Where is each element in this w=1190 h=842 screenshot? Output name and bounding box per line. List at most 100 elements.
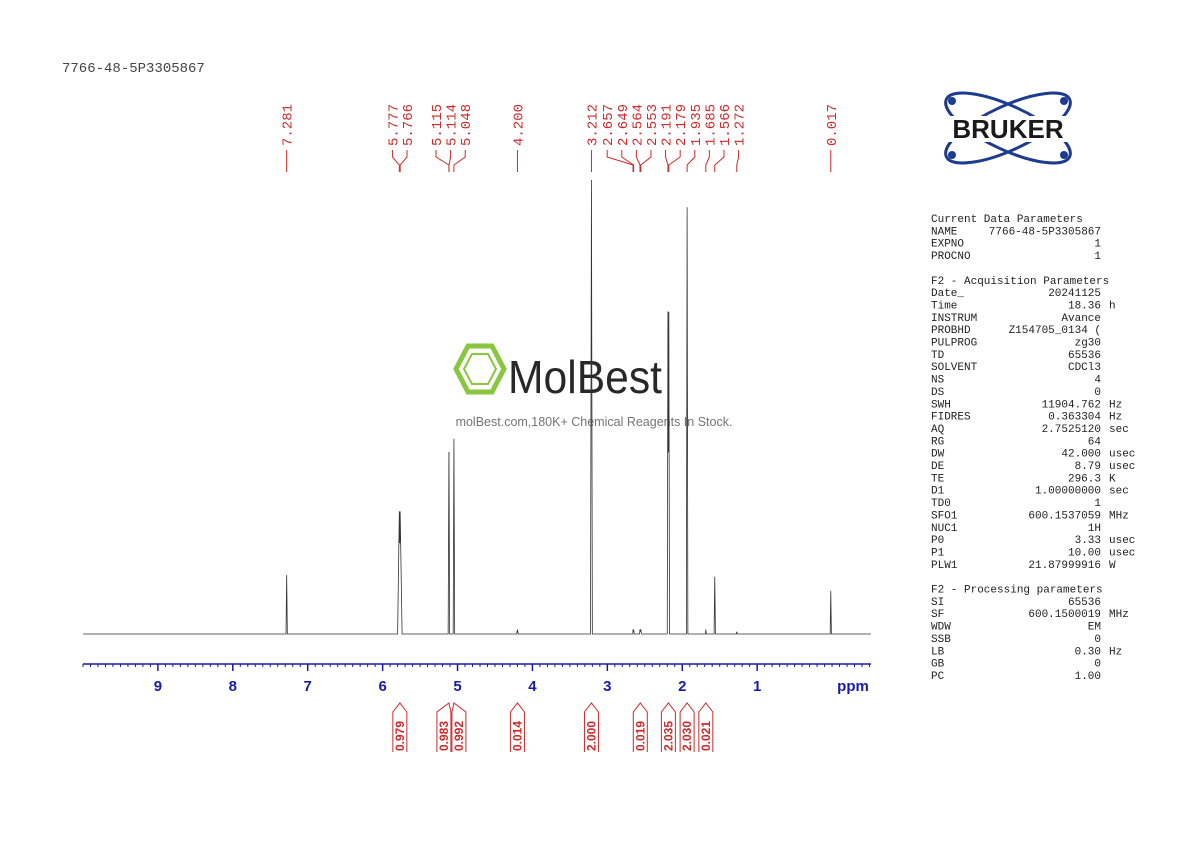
peak-label: 5.777	[386, 104, 402, 146]
param-key: TE	[931, 473, 945, 485]
param-value: 20241125	[1048, 288, 1101, 300]
integral-value: 0.014	[510, 721, 524, 751]
param-value: 1	[1094, 251, 1101, 263]
param-key: P0	[931, 535, 944, 547]
param-unit: usec	[1109, 461, 1135, 473]
param-key: PLW1	[931, 560, 958, 572]
param-key: SWH	[931, 399, 951, 411]
param-value: 1	[1094, 498, 1101, 510]
x-tick-label: 1	[753, 678, 761, 695]
x-tick-label: 2	[678, 678, 686, 695]
param-value: 18.36	[1068, 300, 1101, 312]
param-key: D1	[931, 486, 945, 498]
peak-label: 7.281	[281, 104, 297, 146]
param-unit: usec	[1109, 535, 1135, 547]
param-key: SI	[931, 597, 944, 609]
integral-bracket	[698, 702, 714, 752]
x-tick-label: 4	[528, 678, 537, 695]
integral-value: 2.030	[680, 721, 694, 751]
param-key: WDW	[931, 622, 951, 634]
x-tick-label: 8	[229, 678, 237, 695]
param-key: SFO1	[931, 510, 958, 522]
param-unit: Hz	[1109, 399, 1122, 411]
param-key: NAME	[931, 226, 958, 238]
param-value: 296.3	[1068, 473, 1101, 485]
param-value: 1	[1094, 239, 1101, 251]
param-value: 3.33	[1075, 535, 1101, 547]
peak-label: 1.272	[733, 104, 749, 146]
param-value: 21.87999916	[1028, 560, 1101, 572]
integral-bracket	[632, 702, 648, 752]
param-value: 10.00	[1068, 547, 1101, 559]
param-key: INSTRUM	[931, 313, 977, 325]
param-value: 42.000	[1061, 449, 1101, 461]
param-value: 1H	[1088, 523, 1101, 535]
x-tick-label: 9	[154, 678, 162, 695]
peak-label: 4.200	[511, 104, 527, 146]
peak-marker	[686, 150, 696, 172]
watermark-tagline: molBest.com,180K+ Chemical Reagents In S…	[456, 415, 733, 429]
integral-bracket	[660, 702, 676, 752]
param-value: 1.00	[1075, 671, 1101, 683]
param-key: Time	[931, 300, 957, 312]
param-unit: sec	[1109, 486, 1129, 498]
peak-label: 2.553	[645, 104, 661, 146]
param-key: P1	[931, 547, 945, 559]
integral-bracket	[509, 702, 525, 752]
param-value: 600.1537059	[1028, 510, 1101, 522]
param-unit: h	[1109, 300, 1116, 312]
integral-bracket	[451, 702, 467, 752]
integral-bracket	[679, 702, 695, 752]
param-value: 600.1500019	[1028, 609, 1101, 621]
peak-marker	[714, 150, 725, 172]
param-section-title: F2 - Processing parameters	[931, 585, 1103, 597]
param-key: PROBHD	[931, 325, 971, 337]
peak-label: 2.657	[601, 104, 617, 146]
param-key: PULPROG	[931, 338, 977, 350]
param-value: 8.79	[1075, 461, 1101, 473]
peak-marker	[391, 150, 400, 172]
param-value: Avance	[1061, 313, 1101, 325]
param-key: TD	[931, 350, 945, 362]
peak-label: 5.766	[401, 104, 417, 146]
peak-label: 1.685	[703, 104, 719, 146]
param-key: NS	[931, 375, 945, 387]
integral-value: 0.983	[437, 721, 451, 751]
peak-label: 5.115	[430, 104, 446, 146]
param-unit: K	[1109, 473, 1116, 485]
peak-marker	[399, 150, 408, 172]
param-key: TD0	[931, 498, 951, 510]
sample-id: 7766-48-5P3305867	[62, 61, 205, 77]
peak-label: 2.649	[616, 104, 632, 146]
param-value: 0.30	[1075, 646, 1101, 658]
param-value: 11904.762	[1042, 399, 1101, 411]
peak-marker	[621, 150, 635, 172]
integral-value: 2.035	[661, 721, 675, 751]
param-unit: usec	[1109, 449, 1135, 461]
peak-marker	[640, 150, 652, 172]
integral-bracket	[436, 702, 452, 752]
param-key: PROCNO	[931, 251, 971, 263]
param-key: DE	[931, 461, 945, 473]
x-tick-label: 5	[453, 678, 461, 695]
param-value: 4	[1094, 375, 1101, 387]
peak-label: 5.048	[459, 104, 475, 146]
param-key: FIDRES	[931, 412, 971, 424]
watermark: MolBest molBest.com,180K+ Chemical Reage…	[453, 343, 733, 429]
spectrum	[83, 179, 871, 635]
param-value: 65536	[1068, 597, 1101, 609]
param-value: EM	[1088, 622, 1101, 634]
param-value: 0	[1094, 634, 1101, 646]
param-key: DS	[931, 387, 945, 399]
param-key: RG	[931, 436, 944, 448]
integral-bracket	[583, 702, 599, 752]
param-key: GB	[931, 659, 945, 671]
peak-label: 2.179	[674, 104, 690, 146]
param-value: 7766-48-5P3305867	[989, 226, 1101, 238]
integral-value: 2.000	[584, 721, 598, 751]
param-value: 1.00000000	[1035, 486, 1101, 498]
param-value: 0	[1094, 659, 1101, 671]
param-unit: MHz	[1109, 609, 1129, 621]
peak-label: 3.212	[585, 104, 601, 146]
logo-text: BRUKER	[952, 114, 1063, 144]
